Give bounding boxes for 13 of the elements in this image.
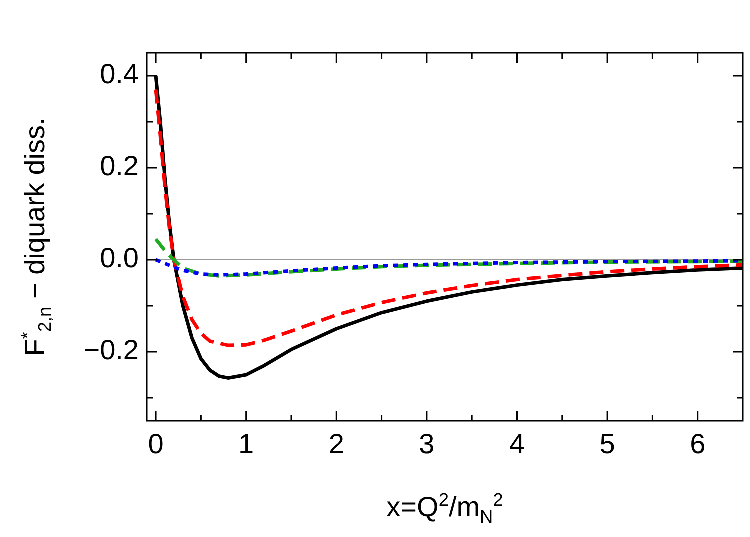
x-tick-label: 6 [690, 428, 706, 460]
x-tick-label: 5 [600, 428, 616, 460]
y-tick-label: −0.2 [84, 334, 139, 366]
line-series [154, 238, 743, 278]
x-tick-label: 3 [419, 428, 435, 460]
y-tick-label: 0.2 [100, 150, 139, 182]
x-tick-label: 0 [148, 428, 164, 460]
x-tick-label: 1 [238, 428, 254, 460]
line-series [154, 88, 743, 348]
x-tick-label: 4 [509, 428, 526, 460]
y-tick-label: 0.0 [100, 242, 139, 274]
x-tick-label: 2 [328, 428, 344, 460]
y-tick-label: 0.4 [100, 58, 139, 90]
